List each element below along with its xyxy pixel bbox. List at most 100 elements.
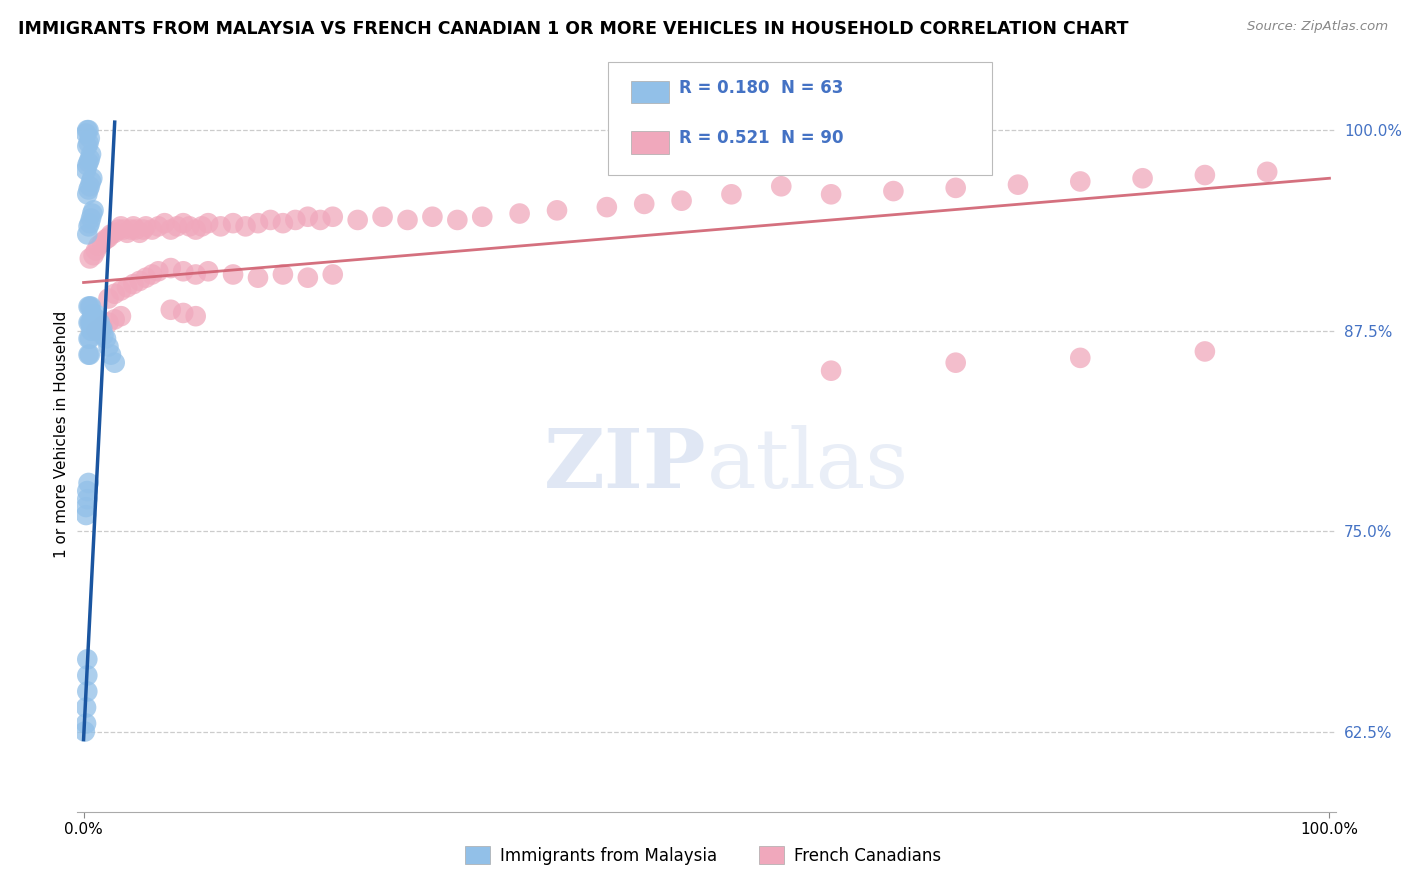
Point	[87, 318, 110, 333]
FancyBboxPatch shape	[609, 62, 993, 175]
Point	[77, 300, 100, 314]
Point	[346, 213, 368, 227]
Point	[141, 222, 163, 236]
Point	[197, 216, 219, 230]
Point	[209, 219, 232, 234]
Point	[80, 147, 103, 161]
Point	[135, 219, 157, 234]
Point	[83, 248, 105, 262]
Point	[84, 316, 107, 330]
Point	[83, 318, 105, 333]
Point	[720, 187, 742, 202]
Point	[284, 213, 307, 227]
Point	[371, 210, 394, 224]
Point	[83, 312, 105, 326]
Point	[882, 184, 904, 198]
Point	[179, 219, 201, 234]
Point	[153, 216, 176, 230]
Point	[110, 219, 132, 234]
Point	[184, 268, 207, 282]
Y-axis label: 1 or more Vehicles in Household: 1 or more Vehicles in Household	[53, 311, 69, 558]
Point	[509, 206, 531, 220]
Point	[94, 332, 117, 346]
Point	[104, 286, 127, 301]
Point	[112, 222, 135, 236]
Point	[122, 277, 145, 291]
Point	[271, 268, 294, 282]
Point	[79, 131, 101, 145]
Point	[110, 284, 132, 298]
Point	[79, 300, 101, 314]
Point	[546, 203, 568, 218]
Point	[79, 316, 101, 330]
Point	[159, 222, 181, 236]
Point	[104, 356, 127, 370]
Point	[770, 179, 793, 194]
Point	[396, 213, 419, 227]
Point	[235, 219, 257, 234]
Point	[79, 152, 101, 166]
Text: IMMIGRANTS FROM MALAYSIA VS FRENCH CANADIAN 1 OR MORE VEHICLES IN HOUSEHOLD CORR: IMMIGRANTS FROM MALAYSIA VS FRENCH CANAD…	[18, 20, 1129, 37]
Point	[1007, 178, 1029, 192]
Point	[90, 324, 112, 338]
Point	[107, 222, 129, 236]
Point	[135, 270, 157, 285]
Point	[172, 216, 194, 230]
Point	[80, 174, 103, 188]
Point	[671, 194, 693, 208]
Point	[159, 261, 181, 276]
Point	[97, 316, 120, 330]
Point	[75, 500, 97, 514]
Point	[100, 227, 122, 242]
Point	[115, 226, 138, 240]
Point	[184, 222, 207, 236]
Point	[128, 226, 150, 240]
Point	[75, 163, 97, 178]
Point	[75, 127, 97, 141]
Point	[471, 210, 494, 224]
Point	[633, 197, 655, 211]
FancyBboxPatch shape	[631, 80, 669, 103]
Point	[77, 332, 100, 346]
Point	[80, 300, 103, 314]
Point	[1256, 165, 1278, 179]
Point	[246, 216, 269, 230]
Point	[1069, 351, 1091, 365]
Text: ZIP: ZIP	[544, 425, 707, 505]
Point	[76, 684, 98, 698]
Point	[82, 171, 104, 186]
Legend: Immigrants from Malaysia, French Canadians: Immigrants from Malaysia, French Canadia…	[457, 838, 949, 873]
Text: atlas: atlas	[707, 425, 908, 505]
Point	[271, 216, 294, 230]
Point	[820, 187, 842, 202]
Point	[77, 219, 100, 234]
Point	[132, 222, 155, 236]
Point	[84, 308, 107, 322]
Point	[91, 318, 114, 333]
Point	[77, 123, 100, 137]
Point	[246, 270, 269, 285]
Point	[446, 213, 468, 227]
Point	[100, 348, 122, 362]
Point	[76, 123, 98, 137]
Point	[82, 206, 104, 220]
Point	[97, 230, 120, 244]
FancyBboxPatch shape	[631, 131, 669, 153]
Point	[82, 308, 104, 322]
Point	[297, 210, 319, 224]
Point	[322, 210, 344, 224]
Point	[222, 268, 245, 282]
Point	[82, 324, 104, 338]
Point	[76, 652, 98, 666]
Point	[128, 274, 150, 288]
Point	[79, 252, 101, 266]
Point	[77, 136, 100, 150]
Point	[820, 364, 842, 378]
Point	[76, 668, 98, 682]
Point	[79, 332, 101, 346]
Point	[1132, 171, 1154, 186]
Point	[122, 219, 145, 234]
Point	[86, 312, 108, 326]
Text: R = 0.521  N = 90: R = 0.521 N = 90	[679, 128, 844, 147]
Point	[80, 316, 103, 330]
